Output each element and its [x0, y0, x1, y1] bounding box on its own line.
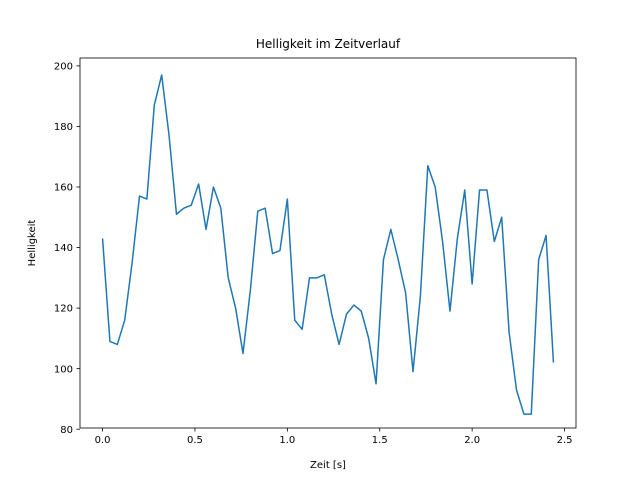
y-axis: 80 100 120 140 160 180 200 [54, 61, 80, 436]
axes-frame [79, 57, 577, 429]
x-axis: 0.0 0.5 1.0 1.5 2.0 2.5 [95, 428, 573, 446]
y-tick-label: 80 [60, 425, 73, 436]
y-tick-label: 160 [54, 183, 73, 194]
x-tick-label: 0.5 [187, 435, 203, 446]
x-tick-label: 0.0 [95, 435, 111, 446]
x-tick-label: 2.5 [557, 435, 573, 446]
x-tick-label: 2.0 [464, 435, 480, 446]
y-tick-label: 120 [54, 304, 73, 315]
y-tick-label: 100 [54, 364, 73, 375]
y-tick-label: 180 [54, 122, 73, 133]
y-tick-label: 140 [54, 243, 73, 254]
x-axis-label: Zeit [s] [310, 460, 346, 471]
x-tick-label: 1.5 [372, 435, 388, 446]
y-tick-label: 200 [54, 61, 73, 72]
series-line [101, 74, 555, 415]
y-axis-label: Helligkeit [27, 220, 38, 267]
chart-title: Helligkeit im Zeitverlauf [256, 37, 401, 51]
x-tick-label: 1.0 [279, 435, 295, 446]
